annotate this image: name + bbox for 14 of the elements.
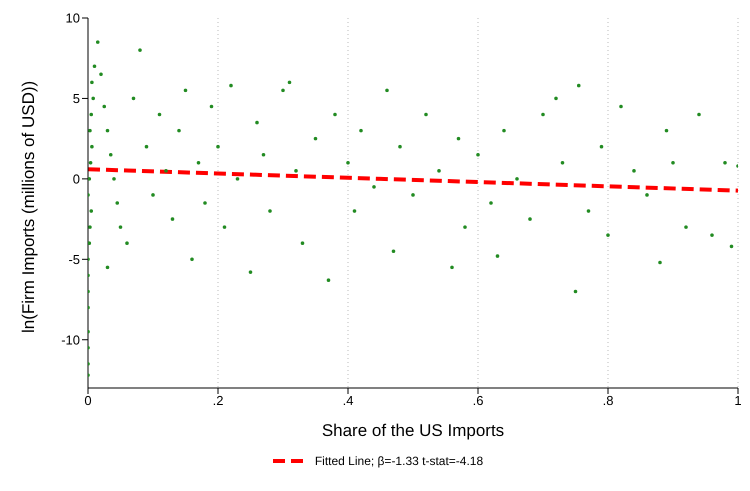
x-tick-label: .4 (342, 393, 354, 408)
y-tick-label: 5 (72, 91, 80, 106)
legend-label: Fitted Line; β=-1.33 t-stat=-4.18 (314, 454, 484, 468)
x-tick-label: .2 (212, 393, 224, 408)
y-tick-label: 0 (72, 171, 80, 186)
x-tick-label: 0 (84, 393, 92, 408)
x-axis-title: Share of the US Imports (322, 421, 504, 440)
x-tick-label: .8 (602, 393, 614, 408)
y-tick-label: -5 (68, 252, 80, 267)
y-axis-title: ln(Firm Imports (millions of USD)) (19, 80, 38, 333)
y-tick-label: 10 (66, 10, 80, 26)
y-tick-label: -10 (61, 332, 80, 348)
x-tick-label: .6 (472, 393, 484, 408)
x-tick-label: 1 (734, 393, 742, 408)
